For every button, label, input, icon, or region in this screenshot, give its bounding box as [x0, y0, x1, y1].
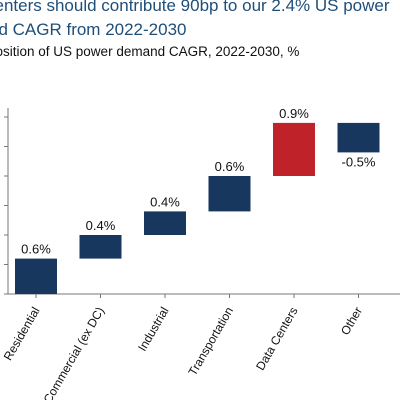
category-label-5: Other — [338, 305, 365, 338]
category-label-1: Commercial (ex DC) — [41, 305, 107, 400]
bar-5 — [337, 122, 380, 153]
value-label-5: -0.5% — [342, 154, 376, 169]
value-label-4: 0.9% — [279, 106, 309, 121]
bar-4 — [273, 122, 315, 176]
chart-title: centers should contribute 90bp to our 2.… — [0, 0, 400, 42]
chart-subtitle: position of US power demand CAGR, 2022-2… — [0, 44, 300, 59]
value-label-3: 0.6% — [215, 159, 245, 174]
category-label-3: Transportation — [186, 305, 237, 379]
bar-3 — [208, 176, 251, 212]
bar-2 — [144, 211, 186, 235]
category-label-2: Industrial — [135, 305, 171, 354]
bar-0 — [15, 258, 57, 294]
title-line-1: centers should contribute 90bp to our 2.… — [0, 0, 390, 15]
title-line-2: nd CAGR from 2022-2030 — [0, 20, 187, 39]
value-label-1: 0.4% — [86, 218, 116, 233]
bar-1 — [79, 235, 122, 259]
value-label-2: 0.4% — [150, 194, 180, 209]
value-label-0: 0.6% — [21, 242, 51, 257]
category-label-0: Residential — [1, 305, 43, 363]
category-label-4: Data Centers — [253, 305, 300, 373]
